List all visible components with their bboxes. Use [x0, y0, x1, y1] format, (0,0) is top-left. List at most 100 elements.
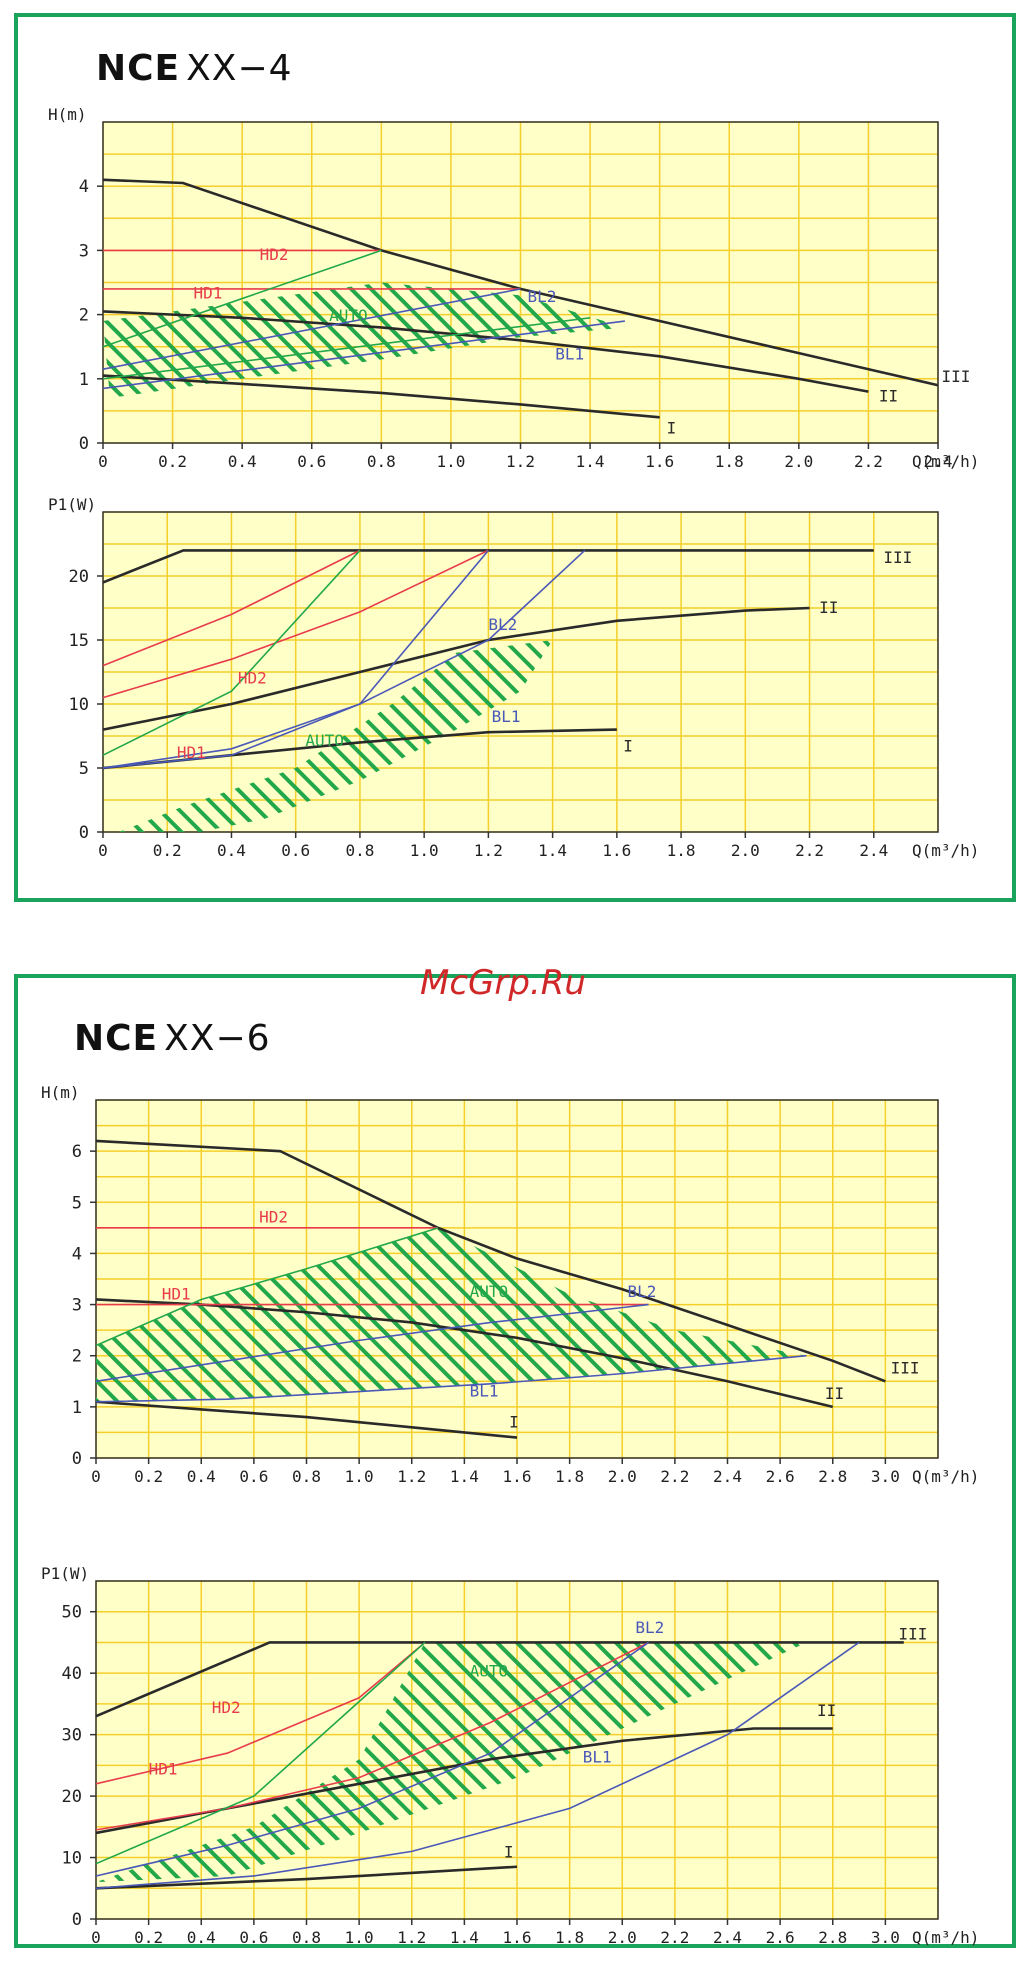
- x-tick-label: 2.4: [713, 1928, 742, 1947]
- series-label: III: [891, 1359, 920, 1378]
- x-tick-label: 1.4: [576, 452, 605, 471]
- model-variant: XX−6: [164, 1018, 271, 1059]
- y-tick-label: 6: [72, 1142, 82, 1162]
- series-line-auto: [95, 1227, 439, 1347]
- x-tick-label: 1.4: [450, 1928, 479, 1947]
- y-tick-label: 0: [72, 1449, 82, 1469]
- chart-c4: 0 0.2 0.4 0.6 0.8 1.0 1.2 1.4 1.6 1.8 2.0 2.2 2.4 2.6…: [41, 1564, 979, 1947]
- chart-c1: 0 0.2 0.4 0.6 0.8 1.0 1.2 1.4 1.6 1.8 2.0 2.2 2.4 0 1 2…: [48, 105, 979, 471]
- series-label: BL1: [492, 707, 521, 726]
- x-tick-label: 0: [98, 841, 108, 860]
- series-line-i: [102, 374, 660, 419]
- x-tick-label: 0.8: [292, 1467, 321, 1486]
- chart-c3: 0 0.2 0.4 0.6 0.8 1.0 1.2 1.4 1.6 1.8 2.0 2.2 2.4 2.6…: [41, 1083, 979, 1486]
- x-tick-label: 0.4: [228, 452, 257, 471]
- x-tick-label: 1.2: [474, 841, 503, 860]
- auto-hatched-region: [96, 1227, 807, 1402]
- watermark-text: McGrp.Ru: [420, 963, 586, 1003]
- x-tick-label: 0.2: [134, 1467, 163, 1486]
- series-label: BL1: [470, 1382, 499, 1401]
- x-tick-label: 0.8: [345, 841, 374, 860]
- series-label: I: [509, 1412, 519, 1431]
- y-tick-label: 50: [62, 1603, 82, 1623]
- x-tick-label: 0.6: [297, 452, 326, 471]
- x-tick-label: 0.6: [239, 1928, 268, 1947]
- x-tick-label: 2.2: [854, 452, 883, 471]
- x-axis-label: Q(m³/h): [912, 841, 979, 860]
- series-line-hd1: [102, 549, 489, 699]
- model-name: NCE: [96, 48, 181, 89]
- series-label: HD1: [193, 284, 222, 303]
- series-line-auto: [102, 549, 361, 756]
- series-label: III: [941, 367, 970, 386]
- x-tick-label: 1.8: [555, 1467, 584, 1486]
- x-tick-label: 1.2: [506, 452, 535, 471]
- y-tick-label: 1: [72, 1398, 82, 1418]
- x-tick-label: 1.0: [436, 452, 465, 471]
- x-tick-label: 1.0: [345, 1928, 374, 1947]
- series-line-boundary: [102, 317, 591, 380]
- series-line-ii: [95, 1298, 834, 1409]
- series-line-hd1: [95, 1641, 649, 1831]
- series-label: II: [819, 598, 838, 617]
- series-line-bl1: [95, 1354, 807, 1403]
- x-tick-label: 2.4: [859, 841, 888, 860]
- x-tick-label: 0.2: [153, 841, 182, 860]
- y-tick-label: 3: [72, 1296, 82, 1316]
- auto-hatched-region: [119, 640, 553, 832]
- x-tick-label: 1.6: [503, 1467, 532, 1486]
- series-line-bl2: [95, 1303, 649, 1383]
- x-tick-label: 1.8: [715, 452, 744, 471]
- y-tick-label: 5: [79, 759, 89, 779]
- series-label: II: [825, 1384, 844, 1403]
- panel-title-xx6: NCE XX−6: [74, 1018, 271, 1059]
- y-tick-label: 20: [62, 1787, 82, 1807]
- series-line-auto: [95, 1641, 426, 1865]
- series-line-bl1: [102, 549, 489, 769]
- x-tick-label: 0: [98, 452, 108, 471]
- x-tick-label: 2.6: [766, 1467, 795, 1486]
- x-axis-label: Q(m³/h): [912, 1928, 979, 1947]
- y-tick-label: 10: [62, 1849, 82, 1869]
- x-tick-label: 1.0: [410, 841, 439, 860]
- chart-panel-xx4: [14, 13, 1016, 902]
- series-label: HD2: [259, 1208, 288, 1227]
- y-tick-label: 0: [79, 823, 89, 843]
- series-label: AUTO: [470, 1282, 509, 1301]
- x-tick-label: 1.8: [667, 841, 696, 860]
- series-label: BL1: [555, 345, 584, 364]
- y-tick-label: 1: [79, 370, 89, 390]
- series-label: I: [667, 418, 677, 437]
- x-tick-label: 0.4: [187, 1928, 216, 1947]
- y-tick-label: 2: [72, 1347, 82, 1367]
- x-tick-label: 0.6: [239, 1467, 268, 1486]
- x-tick-label: 2.6: [766, 1928, 795, 1947]
- series-label: I: [623, 736, 633, 755]
- x-tick-label: 0.8: [367, 452, 396, 471]
- series-label: I: [504, 1843, 514, 1862]
- panel-title-xx4: NCE XX−4: [96, 48, 293, 89]
- series-label: II: [817, 1701, 836, 1720]
- x-tick-label: 2.2: [795, 841, 824, 860]
- series-label: BL2: [527, 287, 556, 306]
- x-tick-label: 1.8: [555, 1928, 584, 1947]
- series-line-bl1: [95, 1641, 860, 1890]
- x-tick-label: 2.2: [660, 1928, 689, 1947]
- y-tick-label: 4: [79, 177, 89, 197]
- series-line-auto: [102, 249, 382, 348]
- x-tick-label: 2.0: [784, 452, 813, 471]
- x-tick-label: 1.2: [397, 1928, 426, 1947]
- series-line-iii: [95, 1139, 886, 1383]
- x-tick-label: 2.8: [818, 1467, 847, 1486]
- series-line-ii: [102, 310, 869, 393]
- series-label: AUTO: [329, 306, 368, 325]
- x-tick-label: 2.2: [660, 1467, 689, 1486]
- x-tick-label: 1.2: [397, 1467, 426, 1486]
- series-label: HD1: [177, 743, 206, 762]
- auto-hatched-region: [103, 282, 625, 399]
- x-tick-label: 0: [91, 1467, 101, 1486]
- y-tick-label: 10: [69, 695, 89, 715]
- chart-panel-xx6: [14, 974, 1016, 1948]
- y-tick-label: 40: [62, 1664, 82, 1684]
- x-tick-label: 1.4: [450, 1467, 479, 1486]
